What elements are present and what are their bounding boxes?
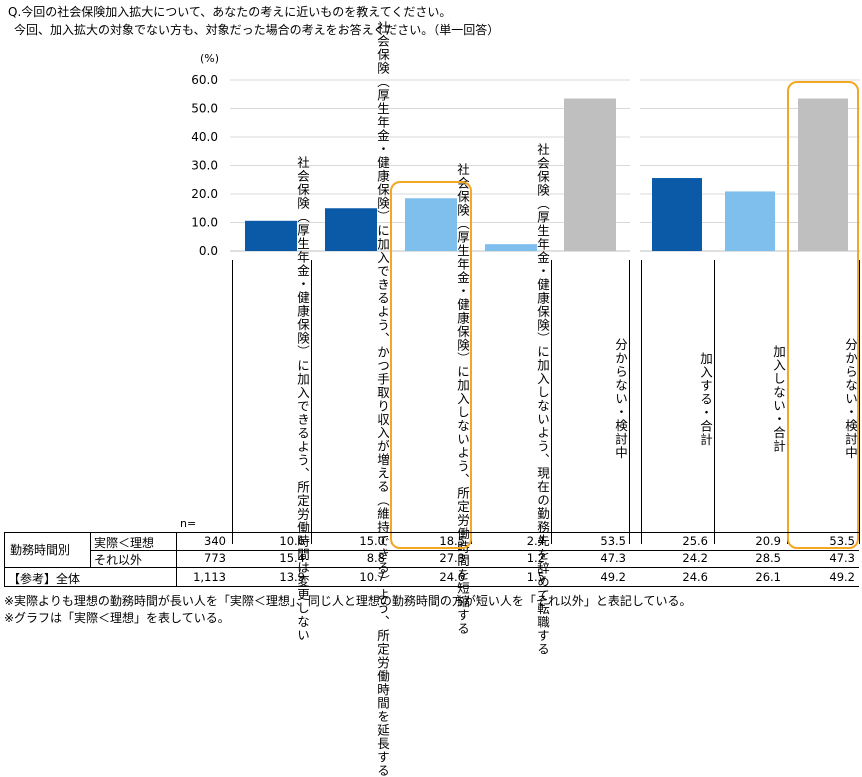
table-border	[4, 532, 5, 586]
table-rule	[4, 532, 859, 533]
label-line: 社会保険（厚生年金・健康保険）	[311, 21, 391, 224]
row-label: 【参考】全体	[8, 570, 80, 587]
n-value: 1,113	[176, 570, 226, 584]
y-tick-label: 20.0	[191, 187, 218, 201]
divider	[859, 260, 860, 544]
category-label-6: 加入する・合計	[641, 264, 714, 534]
table-cell: 53.5	[805, 534, 855, 548]
table-rule	[4, 586, 859, 587]
category-label-4: 社会保険（厚生年金・健康保険）に加入しないよう、現在の勤務先を辞めて転職する	[471, 264, 551, 534]
category-label-5: 分からない・検討中	[551, 264, 629, 534]
table-cell: 49.2	[576, 570, 626, 584]
table-cell: 25.6	[658, 534, 708, 548]
highlight-box	[390, 181, 472, 549]
table-cell: 24.6	[415, 570, 465, 584]
table-cell: 1.5	[495, 570, 545, 584]
divider	[629, 260, 630, 544]
n-label: n=	[180, 517, 196, 530]
footnote-1: ※実際よりも理想の勤務時間が長い人を「実際＜理想」、同じ人と理想の勤務時間の方が…	[4, 592, 691, 609]
label-line: に加入しないよう、現在の勤務先	[471, 345, 551, 548]
table-cell: 1.2	[495, 551, 545, 565]
y-tick-label: 30.0	[191, 159, 218, 173]
label-line: 社会保険（厚生年金・健康保険）	[232, 156, 311, 359]
bar	[652, 178, 702, 251]
table-cell: 26.1	[731, 570, 781, 584]
y-tick-label: 50.0	[191, 102, 218, 116]
table-cell: 2.4	[495, 534, 545, 548]
n-value: 773	[176, 551, 226, 565]
table-cell: 24.2	[658, 551, 708, 565]
label-line: 分からない・検討中	[612, 338, 629, 460]
highlight-box	[787, 81, 859, 549]
label-line: に加入できるよう、かつ手取り収	[311, 224, 391, 427]
table-cell: 13.9	[255, 570, 305, 584]
footnote-2: ※グラフは「実際＜理想」を表している。	[4, 609, 230, 626]
table-cell: 49.2	[805, 570, 855, 584]
table-cell: 47.3	[805, 551, 855, 565]
label-line: 所定労働時間を延長する	[311, 629, 391, 777]
table-cell: 28.5	[731, 551, 781, 565]
category-label-1: 社会保険（厚生年金・健康保険）に加入できるよう、所定労働時間は変更しない	[232, 264, 311, 534]
table-cell: 15.4	[255, 551, 305, 565]
y-tick-label: 10.0	[191, 216, 218, 230]
n-value: 340	[176, 534, 226, 548]
table-cell: 47.3	[576, 551, 626, 565]
bar	[564, 99, 616, 251]
y-axis-unit: (%)	[200, 52, 219, 65]
table-cell: 18.5	[415, 534, 465, 548]
group-label: 勤務時間別	[10, 541, 70, 558]
category-label-7: 加入しない・合計	[714, 264, 787, 534]
label-line: 社会保険（厚生年金・健康保険）	[471, 143, 551, 346]
table-cell: 20.9	[731, 534, 781, 548]
table-cell: 10.6	[255, 534, 305, 548]
category-label-2: 社会保険（厚生年金・健康保険）に加入できるよう、かつ手取り収入が増える（維持でき…	[311, 264, 391, 534]
table-cell: 27.3	[415, 551, 465, 565]
table-cell: 10.7	[335, 570, 385, 584]
row-label: 実際＜理想	[94, 534, 154, 551]
bar	[725, 191, 775, 251]
table-cell: 24.6	[658, 570, 708, 584]
row-label: それ以外	[94, 551, 142, 568]
table-border	[90, 532, 91, 567]
table-cell: 8.8	[335, 551, 385, 565]
y-tick-label: 0.0	[199, 244, 218, 258]
table-cell: 53.5	[576, 534, 626, 548]
label-line: に加入できるよう、所定労働時間	[232, 359, 311, 562]
label-line: 加入する・合計	[697, 352, 714, 447]
table-cell: 15.0	[335, 534, 385, 548]
y-tick-label: 60.0	[191, 73, 218, 87]
y-tick-label: 40.0	[191, 130, 218, 144]
label-line: 加入しない・合計	[770, 345, 787, 453]
